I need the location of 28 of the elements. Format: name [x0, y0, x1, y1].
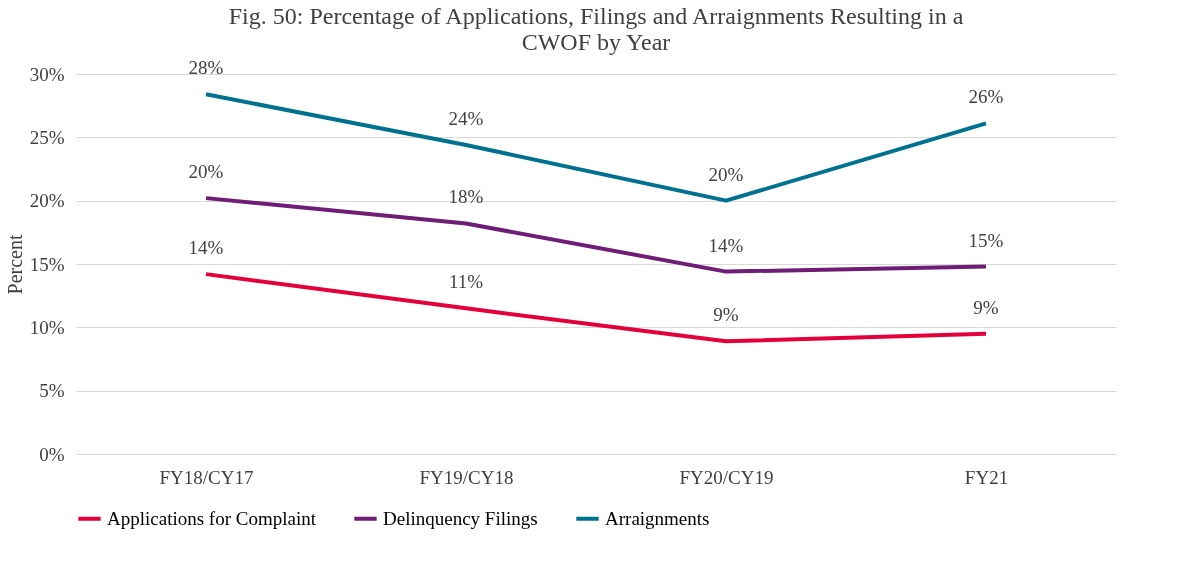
data-label: 9%	[713, 304, 739, 326]
data-label: 9%	[973, 296, 999, 318]
y-tick-label: 5%	[39, 380, 65, 402]
chart-title: Fig. 50: Percentage of Applications, Filings and Arraignments Resulting in a CWOF by Year	[228, 3, 964, 56]
data-label: 24%	[448, 107, 484, 129]
data-label: 14%	[188, 237, 224, 259]
legend-label: Arraignments	[605, 507, 710, 529]
y-tick-label: 10%	[29, 316, 65, 338]
legend-label: Applications for Complaint	[107, 507, 317, 529]
y-tick-label: 0%	[39, 443, 65, 465]
data-label: 18%	[448, 186, 484, 208]
data-label: 20%	[188, 161, 224, 183]
data-label: 26%	[968, 86, 1004, 108]
y-tick-label: 20%	[29, 190, 65, 212]
data-label: 11%	[448, 271, 484, 293]
x-tick-label: FY19/CY18	[419, 466, 514, 488]
y-tick-label: 30%	[29, 63, 65, 85]
x-tick-label: FY20/CY19	[679, 466, 774, 488]
data-label: 15%	[968, 229, 1004, 251]
y-axis-title: Percent	[3, 234, 26, 295]
legend-label: Delinquency Filings	[383, 507, 538, 529]
data-label: 20%	[708, 163, 744, 185]
data-label: 14%	[708, 234, 744, 256]
x-tick-label: FY21	[964, 466, 1009, 488]
data-label: 28%	[188, 57, 224, 79]
y-tick-label: 15%	[29, 253, 65, 275]
y-tick-label: 25%	[29, 126, 65, 148]
x-tick-label: FY18/CY17	[159, 466, 254, 488]
